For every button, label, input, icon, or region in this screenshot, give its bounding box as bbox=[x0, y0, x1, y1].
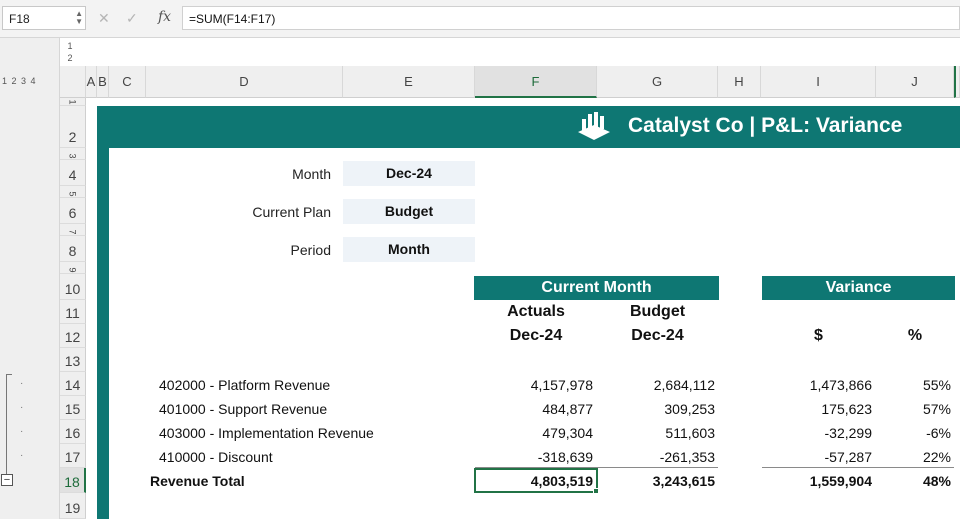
row-header-10[interactable]: 10 bbox=[60, 274, 86, 300]
row-group-bracket bbox=[6, 374, 12, 480]
account-label: 410000 - Discount bbox=[159, 449, 273, 465]
outline-gutter bbox=[0, 38, 60, 519]
budget-date-header: Dec-24 bbox=[631, 327, 684, 344]
name-box-stepper-icon[interactable]: ▲ ▼ bbox=[75, 9, 83, 26]
col-header-a[interactable]: A bbox=[86, 66, 97, 98]
select-all-corner[interactable] bbox=[60, 66, 86, 98]
active-cell-selection[interactable] bbox=[474, 468, 598, 493]
plan-input[interactable]: Budget bbox=[343, 199, 475, 224]
budget-cell[interactable]: -261,353 bbox=[659, 449, 715, 465]
row-outline-levels[interactable]: 1 2 3 4 bbox=[2, 76, 37, 86]
period-label: Period bbox=[290, 242, 331, 258]
row-header-6[interactable]: 6 bbox=[60, 198, 86, 224]
budget-cell[interactable]: 309,253 bbox=[664, 401, 715, 417]
row-header-11[interactable]: 11 bbox=[60, 300, 86, 324]
variance-cell[interactable]: 1,473,866 bbox=[809, 377, 872, 393]
month-label: Month bbox=[292, 166, 331, 182]
actuals-date-header: Dec-24 bbox=[509, 327, 563, 344]
enter-check-icon[interactable]: ✓ bbox=[126, 10, 138, 26]
col-header-f[interactable]: F bbox=[475, 66, 597, 98]
variance-pct-total-cell[interactable]: 48% bbox=[922, 473, 951, 489]
left-accent-bar bbox=[97, 106, 109, 519]
col-header-e[interactable]: E bbox=[343, 66, 475, 98]
variance-total-cell[interactable]: 1,559,904 bbox=[809, 473, 872, 489]
insert-function-icon[interactable]: fx bbox=[158, 9, 172, 25]
row-header-19[interactable]: 19 bbox=[60, 493, 86, 519]
actuals-total-cell[interactable]: 4,803,519 bbox=[530, 473, 593, 489]
variance-dollar-header: $ bbox=[814, 327, 823, 344]
period-input[interactable]: Month bbox=[343, 237, 475, 262]
col-header-j[interactable]: J bbox=[876, 66, 954, 98]
row-header-12[interactable]: 12 bbox=[60, 324, 86, 348]
row-header-5[interactable]: 5 bbox=[60, 186, 86, 198]
fill-handle[interactable] bbox=[593, 488, 599, 494]
actuals-cell[interactable]: 484,877 bbox=[542, 401, 593, 417]
col-header-k[interactable] bbox=[954, 66, 960, 98]
col-level-1[interactable]: 1 bbox=[67, 41, 73, 51]
col-header-i[interactable]: I bbox=[761, 66, 876, 98]
actuals-cell[interactable]: 4,157,978 bbox=[530, 377, 593, 393]
row-header-9[interactable]: 9 bbox=[60, 262, 86, 274]
group-dot: · bbox=[20, 378, 24, 389]
row-header-7[interactable]: 7 bbox=[60, 224, 86, 236]
col-header-d[interactable]: D bbox=[146, 66, 343, 98]
column-outline-levels[interactable]: 1 2 bbox=[64, 40, 76, 64]
account-label: 402000 - Platform Revenue bbox=[159, 377, 331, 393]
col-header-h[interactable]: H bbox=[718, 66, 761, 98]
plan-label: Current Plan bbox=[252, 204, 331, 220]
row-header-17[interactable]: 17 bbox=[60, 444, 86, 468]
row-header-8[interactable]: 8 bbox=[60, 236, 86, 262]
budget-cell[interactable]: 2,684,112 bbox=[653, 377, 715, 393]
account-label: 403000 - Implementation Revenue bbox=[159, 425, 374, 441]
variance-pct-cell[interactable]: 55% bbox=[922, 377, 951, 393]
total-rule-variance bbox=[762, 467, 954, 468]
col-level-2[interactable]: 2 bbox=[67, 53, 73, 63]
actuals-header: Actuals bbox=[507, 303, 565, 320]
variance-cell[interactable]: -32,299 bbox=[824, 425, 872, 441]
row-header-15[interactable]: 15 bbox=[60, 396, 86, 420]
group-dot: · bbox=[20, 402, 24, 413]
group-dot: · bbox=[20, 426, 24, 437]
current-month-band: Current Month bbox=[474, 276, 719, 300]
variance-cell[interactable]: 175,623 bbox=[821, 401, 872, 417]
row-header-18[interactable]: 18 bbox=[60, 468, 86, 493]
variance-pct-cell[interactable]: -6% bbox=[926, 425, 951, 441]
budget-cell[interactable]: 511,603 bbox=[665, 425, 715, 441]
variance-cell[interactable]: -57,287 bbox=[824, 449, 872, 465]
col-header-g[interactable]: G bbox=[597, 66, 718, 98]
row-header-16[interactable]: 16 bbox=[60, 420, 86, 444]
variance-pct-cell[interactable]: 22% bbox=[922, 449, 951, 465]
catalyst-logo-icon bbox=[578, 112, 610, 140]
budget-total-cell[interactable]: 3,243,615 bbox=[652, 473, 715, 489]
name-box[interactable]: F18 ▲ ▼ bbox=[2, 6, 86, 30]
variance-band: Variance bbox=[762, 276, 955, 300]
actuals-cell[interactable]: 479,304 bbox=[542, 425, 593, 441]
col-header-b[interactable]: B bbox=[97, 66, 109, 98]
group-dot: · bbox=[20, 450, 24, 461]
budget-header: Budget bbox=[629, 303, 686, 320]
title-banner bbox=[97, 106, 960, 148]
col-header-c[interactable]: C bbox=[109, 66, 146, 98]
formula-bar: F18 ▲ ▼ ✕ ✓ fx =SUM(F14:F17) bbox=[0, 0, 960, 38]
month-input[interactable]: Dec-24 bbox=[343, 161, 475, 186]
actuals-cell[interactable]: -318,639 bbox=[537, 449, 593, 465]
collapse-group-icon[interactable]: − bbox=[1, 474, 13, 486]
revenue-total-label: Revenue Total bbox=[150, 473, 245, 489]
row-header-3[interactable]: 3 bbox=[60, 148, 86, 160]
sheet-grid[interactable] bbox=[86, 98, 960, 519]
row-header-14[interactable]: 14 bbox=[60, 372, 86, 396]
report-title: Catalyst Co | P&L: Variance bbox=[628, 114, 903, 137]
formula-input[interactable]: =SUM(F14:F17) bbox=[182, 6, 960, 30]
total-rule-current bbox=[475, 467, 718, 468]
variance-pct-cell[interactable]: 57% bbox=[922, 401, 951, 417]
name-box-value: F18 bbox=[9, 12, 30, 26]
row-header-4[interactable]: 4 bbox=[60, 160, 86, 186]
row-header-13[interactable]: 13 bbox=[60, 348, 86, 372]
row-header-2[interactable]: 2 bbox=[60, 106, 86, 148]
cancel-icon[interactable]: ✕ bbox=[98, 10, 110, 26]
variance-pct-header: % bbox=[907, 327, 923, 344]
row-header-1[interactable]: 1 bbox=[60, 98, 86, 106]
account-label: 401000 - Support Revenue bbox=[159, 401, 328, 417]
